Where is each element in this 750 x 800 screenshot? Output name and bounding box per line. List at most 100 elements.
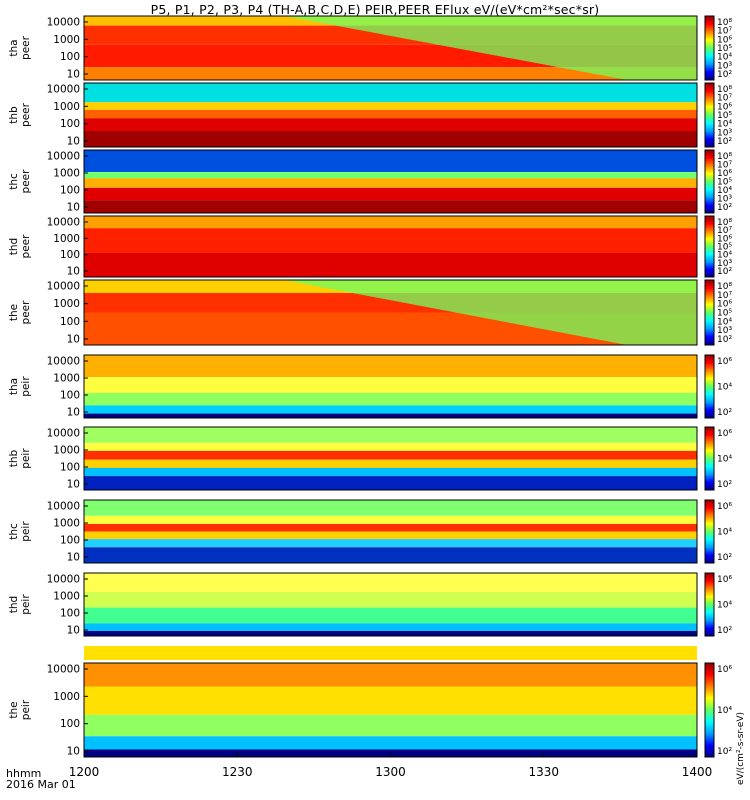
colorbar	[704, 215, 715, 278]
panel-label: thd	[8, 238, 20, 255]
y-tick-label: 10000	[47, 17, 80, 29]
panel-label: thc	[8, 173, 20, 190]
colorbar-tick-label: 10⁶	[717, 102, 732, 112]
y-tick-label: 10000	[47, 356, 80, 368]
colorbar-tick-label: 10⁷	[717, 291, 732, 301]
colorbar-tick-label: 10⁶	[717, 169, 732, 179]
panel-frame	[83, 15, 698, 81]
spectrogram-band	[84, 623, 697, 631]
colorbar	[704, 279, 715, 346]
y-tick-label: 10	[67, 266, 80, 278]
y-tick-label: 10000	[47, 574, 80, 586]
energy-cutoff-region	[284, 16, 697, 80]
colorbar-tick-label: 10⁴	[717, 317, 732, 327]
colorbar-tick-label: 10²	[717, 203, 732, 213]
y-tick-label: 10000	[47, 84, 80, 96]
panel-label: peir	[20, 699, 32, 720]
colorbar-tick-label: 10²	[717, 626, 732, 636]
colorbar-tick-label: 10²	[717, 137, 732, 147]
spectrogram-band	[84, 216, 697, 229]
y-tick-label: 10	[67, 552, 80, 564]
spectrogram-band	[84, 252, 697, 277]
colorbar-tick-label: 10⁴	[717, 186, 732, 196]
y-tick-label: 100	[60, 51, 80, 63]
colorbar-tick-label: 10⁴	[717, 706, 732, 716]
y-tick-label: 10000	[47, 281, 80, 293]
colorbar-tick-label: 10⁴	[717, 53, 732, 63]
y-tick-label: 10000	[47, 501, 80, 513]
x-tick-label: 1230	[222, 765, 253, 779]
y-tick-label: 10000	[47, 217, 80, 229]
panel-label: thc	[8, 523, 20, 540]
spectrogram-band	[84, 355, 697, 377]
colorbar	[704, 149, 715, 214]
y-tick-label: 100	[60, 185, 80, 197]
colorbar-tick-label: 10⁷	[717, 161, 732, 171]
panel-label: peir	[20, 448, 32, 469]
y-tick-label: 1000	[53, 101, 80, 113]
y-tick-label: 1000	[53, 34, 80, 46]
energy-cutoff-region	[284, 280, 697, 345]
colorbar-tick-label: 10⁷	[717, 226, 732, 236]
y-tick-label: 100	[60, 118, 80, 130]
colorbar-tick-label: 10⁴	[717, 455, 732, 465]
spectrogram-band	[84, 392, 697, 406]
spectrogram-band	[84, 663, 697, 687]
colorbar	[704, 426, 715, 491]
y-tick-label: 10000	[47, 428, 80, 440]
colorbar-tick-label: 10⁶	[717, 300, 732, 310]
colorbar	[704, 499, 715, 564]
colorbar-tick-label: 10³	[717, 61, 732, 71]
panel-frame	[83, 572, 698, 637]
y-tick-label: 10	[67, 136, 80, 148]
panel-label: peir	[20, 521, 32, 542]
colorbar-tick-label: 10⁶	[717, 35, 732, 45]
spectrogram-band	[84, 118, 697, 131]
spectrogram-band	[84, 405, 697, 414]
panel-label: peir	[20, 376, 32, 397]
spectrogram-band	[84, 736, 697, 750]
spectrogram-band	[84, 413, 697, 418]
panel-label: thb	[8, 449, 20, 467]
colorbar-tick-label: 10²	[717, 408, 732, 418]
colorbar-tick-label: 10⁶	[717, 502, 732, 512]
panel-label: tha	[8, 39, 20, 56]
colorbar-tick-label: 10²	[717, 480, 732, 490]
colorbar-tick-label: 10⁸	[717, 218, 732, 228]
spectrogram-band	[84, 427, 697, 443]
x-tick-label: 1400	[682, 765, 713, 779]
y-tick-label: 100	[60, 462, 80, 474]
y-tick-label: 1000	[53, 233, 80, 245]
colorbar	[704, 662, 715, 758]
panel-frame	[83, 499, 698, 564]
spectrogram-band	[84, 523, 697, 532]
colorbar-tick-label: 10³	[717, 326, 732, 336]
y-tick-label: 10	[67, 625, 80, 637]
colorbar-tick-label: 10⁸	[717, 85, 732, 95]
spectrogram-band	[84, 573, 697, 592]
panel-label: thb	[8, 106, 20, 124]
spectrogram-band	[84, 67, 697, 80]
colorbar-tick-label: 10⁴	[717, 601, 732, 611]
y-tick-label: 1000	[53, 445, 80, 457]
colorbar-tick-label: 10⁶	[717, 234, 732, 244]
panel-label: peer	[20, 300, 32, 325]
y-tick-label: 1000	[53, 691, 80, 703]
spectrogram-band	[84, 102, 697, 110]
spectrogram-band	[84, 442, 697, 451]
spectrogram-band	[84, 607, 697, 624]
colorbar-tick-label: 10²	[717, 747, 732, 757]
panel-frame	[83, 279, 698, 346]
colorbar-unit-label: eV/(cm²-s-sr-eV)	[736, 711, 746, 785]
colorbar-tick-label: 10⁵	[717, 243, 732, 253]
y-tick-label: 10	[67, 407, 80, 419]
spectrogram-band	[84, 515, 697, 524]
y-tick-label: 10	[67, 69, 80, 81]
colorbar-tick-label: 10²	[717, 267, 732, 277]
colorbar-tick-label: 10³	[717, 128, 732, 138]
spectrogram-band	[84, 539, 697, 548]
panel-label: the	[8, 304, 20, 321]
spectrogram-band	[84, 714, 697, 737]
spectrogram-band	[84, 467, 697, 477]
